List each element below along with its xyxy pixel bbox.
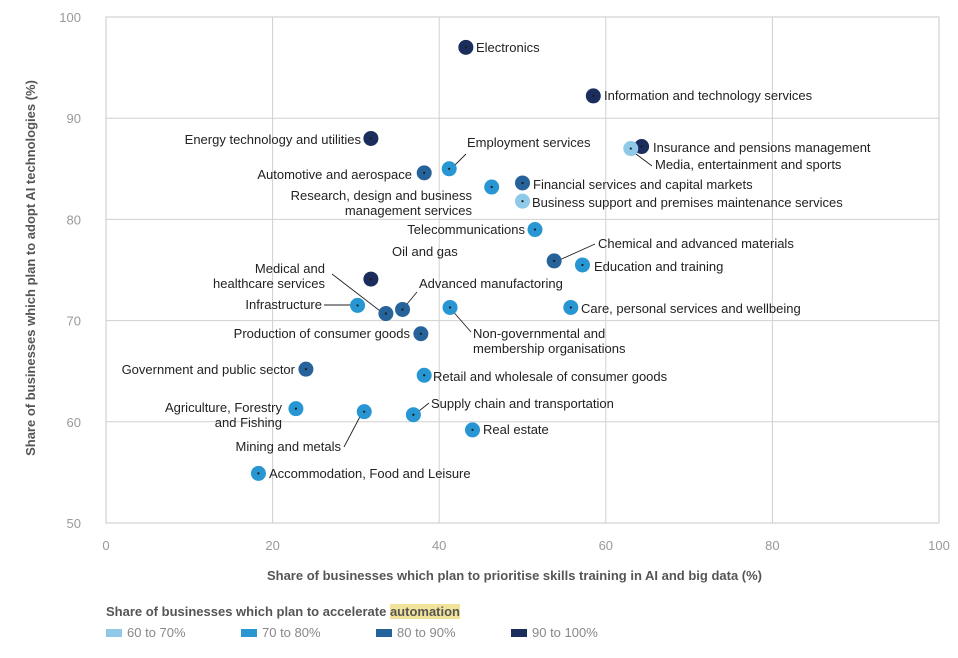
point-center-telecommunications <box>533 228 537 231</box>
plot-area <box>105 16 940 524</box>
point-center-financial-services-and-capital-markets <box>521 181 524 185</box>
point-center-advanced-manufactoring <box>401 308 404 311</box>
label-insurance-and-pensions-management: Insurance and pensions management <box>653 140 871 155</box>
legend-item-70-80: 70 to 80% <box>241 625 376 640</box>
point-labels: Electronics Information and technology se… <box>122 40 871 481</box>
label-business-support-and-premises-maintenance-services: Business support and premises maintenanc… <box>532 195 843 210</box>
point-center-care-personal-services-and-wellbeing <box>569 306 572 309</box>
point-center-medical-and-healthcare-services <box>384 312 387 315</box>
point-center-oil-and-gas <box>369 278 372 281</box>
x-tick-label: 100 <box>928 538 950 553</box>
label-accommodation-food-and-leisure: Accommodation, Food and Leisure <box>269 466 471 481</box>
label-production-of-consumer-goods: Production of consumer goods <box>234 326 411 341</box>
legend-item-80-90: 80 to 90% <box>376 625 511 640</box>
grid-lines <box>106 17 939 523</box>
y-axis-title: Share of businesses which plan to adopt … <box>23 80 38 456</box>
legend: Share of businesses which plan to accele… <box>106 604 646 640</box>
legend-swatch <box>241 628 257 637</box>
legend-label: 60 to 70% <box>127 625 186 640</box>
y-tick-label: 50 <box>67 516 81 531</box>
label-research-design-and-business-management-services: management services <box>345 203 473 218</box>
label-non-governmental-and-membership-organisations: membership organisations <box>473 341 626 356</box>
point-center-government-and-public-sector <box>304 368 308 371</box>
x-axis-title: Share of businesses which plan to priori… <box>267 568 762 583</box>
data-points <box>250 39 650 481</box>
legend-swatch <box>376 628 392 637</box>
point-center-information-and-technology-services <box>592 94 595 98</box>
label-energy-technology-and-utilities: Energy technology and utilities <box>185 132 362 147</box>
label-mining-and-metals: Mining and metals <box>236 439 342 454</box>
point-center-insurance-and-pensions-management <box>640 145 643 148</box>
legend-label: 90 to 100% <box>532 625 598 640</box>
legend-item-60-70: 60 to 70% <box>106 625 241 640</box>
scatter-chart: 0 20 40 60 80 100 50 60 70 80 90 100 Electronics Inf… <box>23 10 950 583</box>
y-tick-label: 70 <box>67 314 81 329</box>
x-tick-label: 40 <box>432 538 446 553</box>
legend-title-text: Share of businesses which plan to accele… <box>106 604 390 619</box>
label-government-and-public-sector: Government and public sector <box>122 362 296 377</box>
label-agriculture-forestry-and-fishing: and Fishing <box>215 415 282 430</box>
label-infrastructure: Infrastructure <box>245 297 322 312</box>
label-medical-and-healthcare-services: Medical and <box>255 261 325 276</box>
x-tick-label: 60 <box>599 538 613 553</box>
label-care-personal-services-and-wellbeing: Care, personal services and wellbeing <box>581 301 801 316</box>
label-advanced-manufactoring: Advanced manufactoring <box>419 276 563 291</box>
label-media-entertainment-and-sports: Media, entertainment and sports <box>655 157 842 172</box>
point-center-retail-and-wholesale-of-consumer-goods <box>423 374 426 377</box>
label-information-and-technology-services: Information and technology services <box>604 88 813 103</box>
leader-line-chemical-and-advanced-materials <box>554 243 596 263</box>
label-chemical-and-advanced-materials: Chemical and advanced materials <box>598 236 794 251</box>
axis-ticks: 0 20 40 60 80 100 50 60 70 80 90 100 <box>59 10 950 553</box>
x-tick-label: 80 <box>765 538 779 553</box>
label-telecommunications: Telecommunications <box>407 222 525 237</box>
label-oil-and-gas: Oil and gas <box>392 244 458 259</box>
point-center-automotive-and-aerospace <box>423 171 426 174</box>
legend-items: 60 to 70% 70 to 80% 80 to 90% 90 to 100% <box>106 625 646 640</box>
point-center-supply-chain-and-transportation <box>412 413 415 416</box>
label-non-governmental-and-membership-organisations: Non-governmental and <box>473 326 605 341</box>
point-center-agriculture-forestry-and-fishing <box>294 407 298 410</box>
legend-title-highlight: automation <box>389 604 460 619</box>
label-financial-services-and-capital-markets: Financial services and capital markets <box>533 177 753 192</box>
point-center-employment-services <box>448 167 451 170</box>
y-tick-label: 100 <box>59 10 81 25</box>
legend-item-90-100: 90 to 100% <box>511 625 646 640</box>
point-center-media-entertainment-and-sports <box>629 147 632 150</box>
x-tick-label: 0 <box>102 538 109 553</box>
legend-swatch <box>106 628 122 637</box>
point-center-infrastructure <box>356 304 359 307</box>
label-agriculture-forestry-and-fishing: Agriculture, Forestry <box>165 400 283 415</box>
legend-swatch <box>511 628 527 637</box>
point-center-business-support-and-premises-maintenance-services <box>521 200 524 203</box>
point-center-chemical-and-advanced-materials <box>553 259 556 262</box>
x-tick-label: 20 <box>265 538 279 553</box>
point-center-production-of-consumer-goods <box>419 332 422 335</box>
legend-title: Share of businesses which plan to accele… <box>106 604 646 619</box>
y-tick-label: 60 <box>67 415 81 430</box>
point-center-research-design-and-business-management-services <box>490 185 493 189</box>
point-center-energy-technology-and-utilities <box>369 137 372 140</box>
label-retail-and-wholesale-of-consumer-goods: Retail and wholesale of consumer goods <box>433 369 668 384</box>
label-employment-services: Employment services <box>467 135 591 150</box>
label-automotive-and-aerospace: Automotive and aerospace <box>257 167 412 182</box>
label-supply-chain-and-transportation: Supply chain and transportation <box>431 396 614 411</box>
point-center-accommodation-food-and-leisure <box>257 472 260 475</box>
label-real-estate: Real estate <box>483 422 549 437</box>
label-education-and-training: Education and training <box>594 259 723 274</box>
point-center-electronics <box>464 46 467 49</box>
leader-line-medical-and-healthcare-services <box>331 273 385 315</box>
point-center-education-and-training <box>581 263 584 267</box>
label-research-design-and-business-management-services: Research, design and business <box>291 188 473 203</box>
point-center-real-estate <box>471 428 474 431</box>
legend-label: 80 to 90% <box>397 625 456 640</box>
y-tick-label: 90 <box>67 111 81 126</box>
point-center-non-governmental-and-membership-organisations <box>448 306 452 309</box>
y-tick-label: 80 <box>67 212 81 227</box>
legend-label: 70 to 80% <box>262 625 321 640</box>
label-medical-and-healthcare-services: healthcare services <box>213 276 325 291</box>
point-center-mining-and-metals <box>363 410 366 413</box>
label-electronics: Electronics <box>476 40 540 55</box>
